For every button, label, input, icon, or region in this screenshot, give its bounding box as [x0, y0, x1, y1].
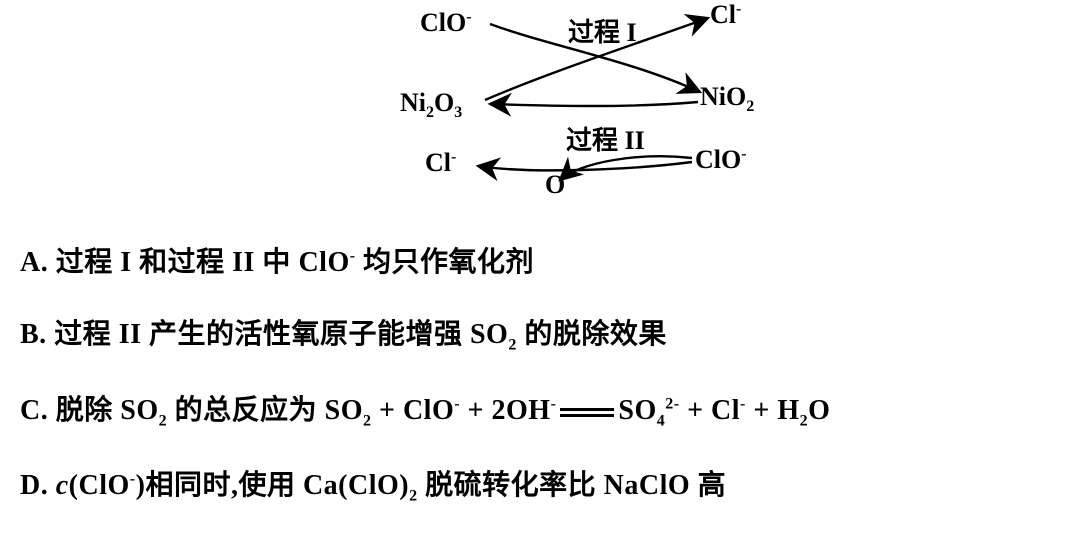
label-nio2: NiO2	[700, 82, 754, 116]
option-c-eq-rhs: SO42- + Cl- + H2O	[618, 395, 830, 426]
option-c-formula-1: SO2	[120, 395, 167, 426]
option-d-formula-1: ClO-	[79, 470, 136, 501]
label-o-bottom: O	[545, 170, 565, 200]
option-c-eq-lhs: SO2 + ClO- + 2OH-	[325, 395, 557, 426]
option-c: C. 脱除 SO2 的总反应为 SO2 + ClO- + 2OH- SO42- +…	[20, 393, 1060, 432]
label-cl-bottom: Cl-	[425, 148, 456, 178]
option-d-c-close: )	[136, 470, 146, 501]
page-root: ClO- Cl- 过程 I Ni2O3 NiO2 过程 II Cl- ClO- …	[0, 0, 1087, 546]
label-process-2: 过程 II	[566, 120, 645, 157]
option-a: A. 过程 I 和过程 II 中 ClO- 均只作氧化剂	[20, 245, 1060, 281]
option-a-pre: 过程 I 和过程 II 中	[56, 247, 299, 278]
option-b-prefix: B.	[20, 319, 54, 350]
option-a-prefix: A.	[20, 247, 56, 278]
option-b: B. 过程 II 产生的活性氧原子能增强 SO2 的脱除效果	[20, 317, 1060, 356]
option-d-formula-3: NaClO	[604, 470, 691, 501]
option-b-formula-1: SO2	[470, 319, 517, 350]
option-a-formula-1: ClO-	[298, 247, 355, 278]
option-c-mid1: 的总反应为	[167, 395, 325, 426]
option-d-mid1: 相同时,使用	[145, 470, 303, 501]
option-d-c-open: c(	[56, 470, 79, 501]
option-d-prefix: D.	[20, 470, 56, 501]
equation-bar-icon	[560, 408, 614, 417]
reaction-diagram: ClO- Cl- 过程 I Ni2O3 NiO2 过程 II Cl- ClO- …	[380, 0, 800, 210]
label-ni2o3: Ni2O3	[400, 88, 462, 122]
option-d-post: 高	[690, 470, 726, 501]
option-b-pre: 过程 II 产生的活性氧原子能增强	[54, 319, 470, 350]
option-d-mid2: 脱硫转化率比	[418, 470, 604, 501]
label-process-1: 过程 I	[568, 12, 637, 49]
label-clo-bottom: ClO-	[695, 145, 747, 175]
label-clo-top: ClO-	[420, 8, 472, 38]
option-d-formula-2: Ca(ClO)2	[303, 470, 418, 501]
option-b-post: 的脱除效果	[517, 319, 667, 350]
option-d: D. c(ClO-)相同时,使用 Ca(ClO)2 脱硫转化率比 NaClO 高	[20, 468, 1060, 507]
option-c-pre: 脱除	[56, 395, 121, 426]
answer-options: A. 过程 I 和过程 II 中 ClO- 均只作氧化剂 B. 过程 II 产生…	[20, 245, 1060, 508]
label-cl-top: Cl-	[710, 0, 741, 30]
option-a-post: 均只作氧化剂	[356, 247, 535, 278]
option-c-prefix: C.	[20, 395, 56, 426]
